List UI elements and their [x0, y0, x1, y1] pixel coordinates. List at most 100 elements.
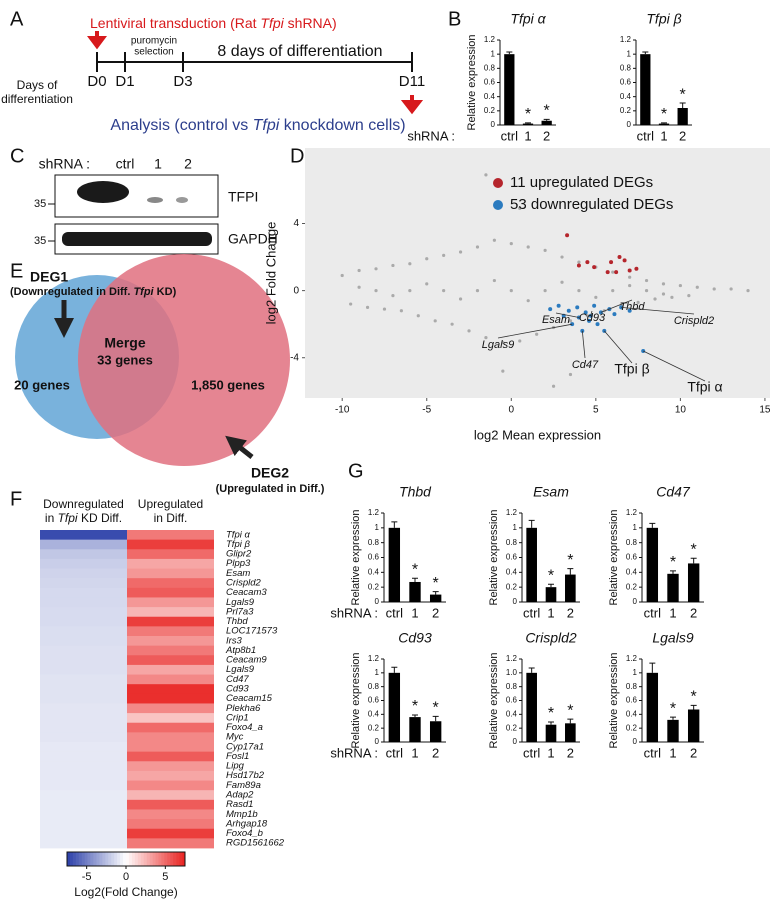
y-tick-label: 0.6	[620, 78, 632, 87]
point	[670, 295, 674, 299]
y-tick-label: 0	[375, 737, 380, 746]
bar	[687, 709, 700, 742]
overlap-count: 33 genes	[97, 352, 153, 367]
heatmap-cell	[127, 761, 214, 772]
heatmap-cell	[127, 616, 214, 627]
point	[399, 309, 403, 313]
row-label: Ceacam9	[226, 655, 267, 666]
row-label: Tfpi α	[226, 529, 250, 540]
x-tick-label: 1	[524, 128, 531, 143]
marker-label: 35	[34, 198, 46, 210]
point	[458, 297, 463, 301]
row-label: Tfpi β	[226, 539, 250, 550]
row-label: Glipr2	[226, 549, 252, 560]
y-tick-label: 0	[627, 120, 632, 129]
colorbar-step	[140, 852, 144, 866]
y-tick-label: 0.4	[484, 92, 496, 101]
heatmap-cell	[127, 809, 214, 820]
point	[408, 262, 412, 266]
heatmap-cell	[127, 587, 214, 598]
point	[568, 319, 573, 323]
point	[535, 332, 539, 336]
bar	[545, 587, 557, 602]
row-label: Prl7a3	[226, 606, 254, 617]
error-bar	[432, 591, 439, 595]
x-tick-label: ctrl	[523, 745, 540, 760]
point	[592, 303, 597, 308]
colorbar-step	[99, 852, 103, 866]
y-axis-label: Relative expression	[488, 653, 500, 749]
band-label: TFPI	[228, 189, 258, 205]
point	[565, 233, 570, 238]
row-label: Fosl1	[226, 751, 249, 762]
lane-prefix: shRNA :	[39, 156, 90, 172]
point	[501, 369, 505, 373]
days-label: differentiation	[1, 92, 73, 106]
x-tick-label: 1	[547, 745, 554, 760]
heatmap-cell	[127, 819, 214, 830]
point	[575, 305, 580, 310]
row-label: RGD1561662	[226, 838, 285, 849]
row-label: Cyp17a1	[226, 741, 264, 752]
heatmap-cell	[127, 655, 214, 666]
point	[391, 263, 395, 268]
point	[501, 341, 505, 345]
x-tick-label: 2	[432, 745, 439, 760]
lane-label: ctrl	[116, 156, 135, 172]
transduction-label-part: Tfpi	[260, 15, 284, 31]
transduction-label-part: Lentiviral transduction (Rat	[90, 15, 260, 31]
error-bar	[543, 118, 550, 121]
error-bar	[642, 51, 649, 55]
blot-band	[62, 232, 212, 246]
significance-label: *	[661, 106, 667, 123]
bar	[504, 54, 515, 125]
heatmap-cell	[40, 722, 127, 733]
colorbar-step	[176, 852, 180, 866]
row-label: Crispld2	[226, 578, 262, 589]
days-label: Days of	[17, 78, 58, 92]
x-axis-label: shRNA :	[330, 745, 378, 760]
y-tick-label: 1	[375, 523, 380, 532]
colorbar-step	[182, 852, 186, 866]
y-axis-label: Relative expression	[350, 510, 362, 606]
y-tick-label: 1	[513, 523, 518, 532]
significance-label: *	[567, 552, 573, 569]
annotation-label: Lgals9	[482, 339, 514, 351]
panel-label: C	[10, 145, 24, 167]
point	[382, 307, 387, 311]
x-tick-label: 1	[411, 605, 418, 620]
colorbar-step	[93, 852, 97, 866]
significance-label: *	[433, 575, 439, 592]
y-tick-label: 0.2	[506, 723, 518, 732]
annotation-label: Crispld2	[674, 315, 714, 327]
row-label: Ceacam15	[226, 693, 273, 704]
row-label: Foxo4_b	[226, 828, 263, 839]
colorbar-tick-label: -5	[82, 871, 92, 883]
left-count: 20 genes	[14, 377, 70, 392]
row-label: Atp8b1	[225, 645, 256, 656]
point	[585, 314, 589, 318]
point	[349, 302, 353, 306]
x-tick-label: ctrl	[501, 128, 518, 143]
point	[433, 319, 437, 323]
colorbar-step	[143, 852, 147, 866]
chart-title: Cd93	[398, 630, 432, 646]
colorbar-step	[72, 852, 77, 866]
point	[518, 206, 522, 211]
heatmap-cell	[127, 799, 214, 810]
y-tick-label: 0.8	[506, 682, 518, 691]
heatmap-cell	[40, 549, 127, 560]
heatmap-cell	[40, 616, 127, 627]
timeline	[87, 31, 424, 115]
heatmap-cell	[40, 587, 127, 598]
point	[548, 307, 553, 312]
chart-title: Esam	[533, 484, 569, 500]
analysis-arrow	[400, 95, 424, 115]
y-tick-label: 1.2	[626, 654, 638, 663]
legend-label: 11 upregulated DEGs	[510, 174, 653, 191]
point	[492, 238, 496, 242]
heatmap-cell	[40, 828, 127, 839]
colorbar-step	[102, 852, 106, 866]
point	[634, 266, 639, 271]
